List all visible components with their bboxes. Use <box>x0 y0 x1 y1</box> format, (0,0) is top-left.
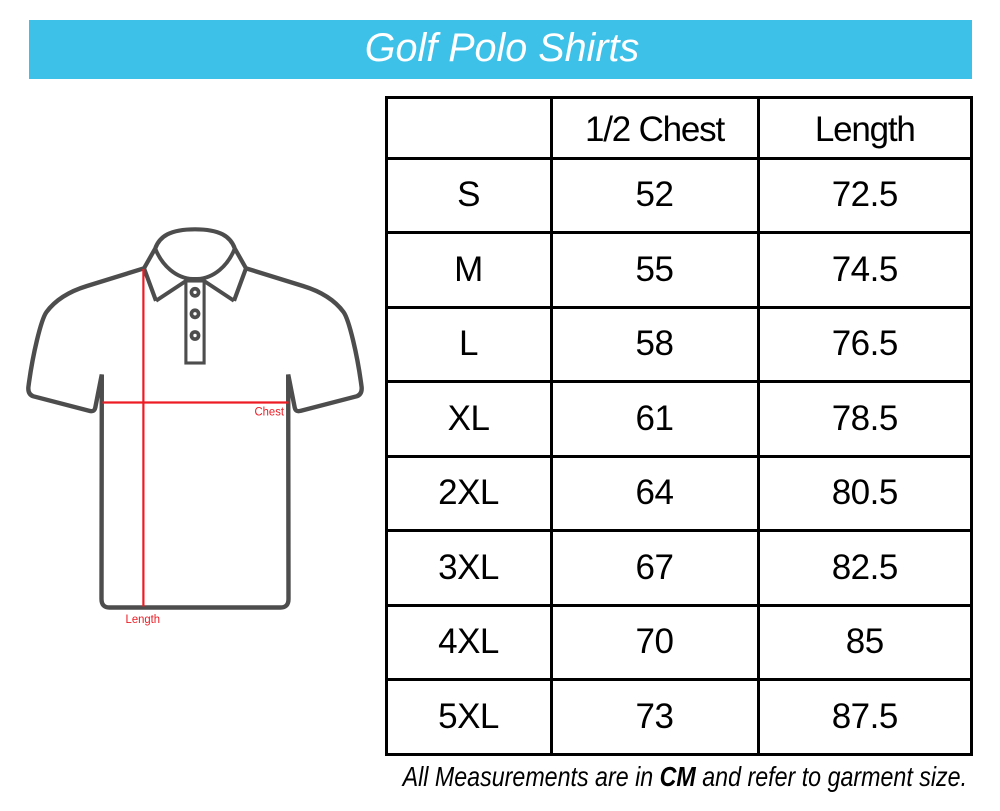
svg-text:Length: Length <box>126 612 161 626</box>
svg-text:Chest: Chest <box>255 405 285 419</box>
